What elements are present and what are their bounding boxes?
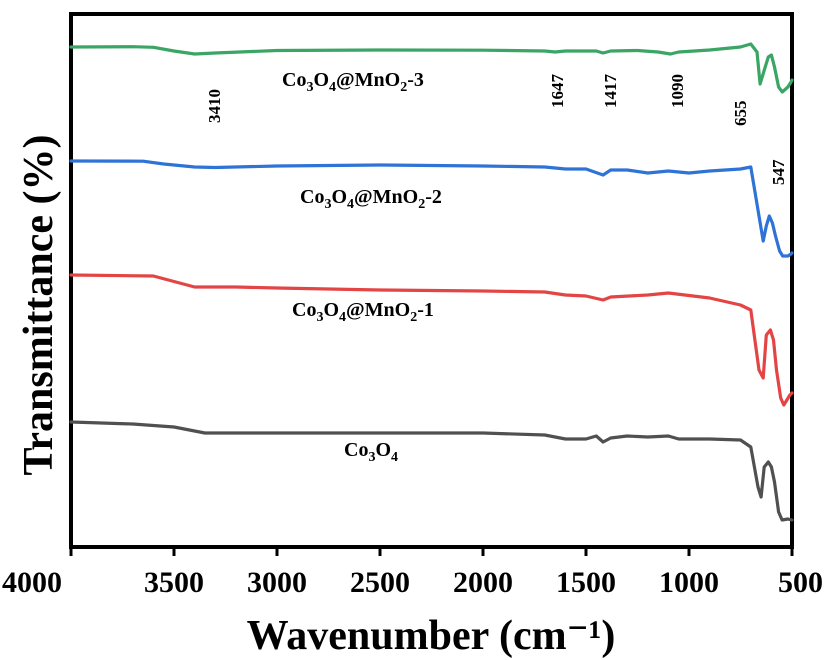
- peak-label-655: 655: [731, 101, 750, 127]
- peak-label-1417: 1417: [601, 74, 620, 109]
- x-tick-label: 3000: [247, 566, 307, 599]
- peak-label-3410: 3410: [205, 89, 224, 123]
- plot-frame: [69, 12, 794, 549]
- x-ticks-group: 4000 3500 3000 2500 2000 1500 1000 500: [2, 547, 823, 599]
- x-tick-label: 1500: [556, 566, 616, 599]
- series-line-3: [69, 273, 794, 407]
- curves-group: [69, 42, 794, 522]
- series-line-4: [69, 420, 794, 522]
- series-line-1: [69, 42, 794, 94]
- peak-label-547: 547: [769, 159, 788, 185]
- x-tick-label: 2000: [453, 566, 513, 599]
- peak-label-1090: 1090: [668, 74, 687, 108]
- y-axis-title: Transmittance (%): [16, 135, 62, 476]
- series-line-2: [69, 159, 794, 258]
- x-tick-label: 1000: [659, 566, 719, 599]
- series-label-co3o4: Co3O4: [344, 439, 398, 465]
- x-tick-label: 500: [778, 566, 823, 599]
- x-axis-title: Wavenumber (cm⁻¹): [247, 613, 616, 659]
- series-label-co3o4-mno2-3: Co3O4@MnO2-3: [282, 69, 424, 95]
- x-tick-label: 2500: [350, 566, 410, 599]
- x-tick-label: 3500: [144, 566, 204, 599]
- series-label-co3o4-mno2-2: Co3O4@MnO2-2: [300, 186, 442, 212]
- series-label-co3o4-mno2-1: Co3O4@MnO2-1: [292, 299, 434, 325]
- x-tick-label: 4000: [2, 566, 62, 599]
- peak-label-1647: 1647: [548, 74, 567, 109]
